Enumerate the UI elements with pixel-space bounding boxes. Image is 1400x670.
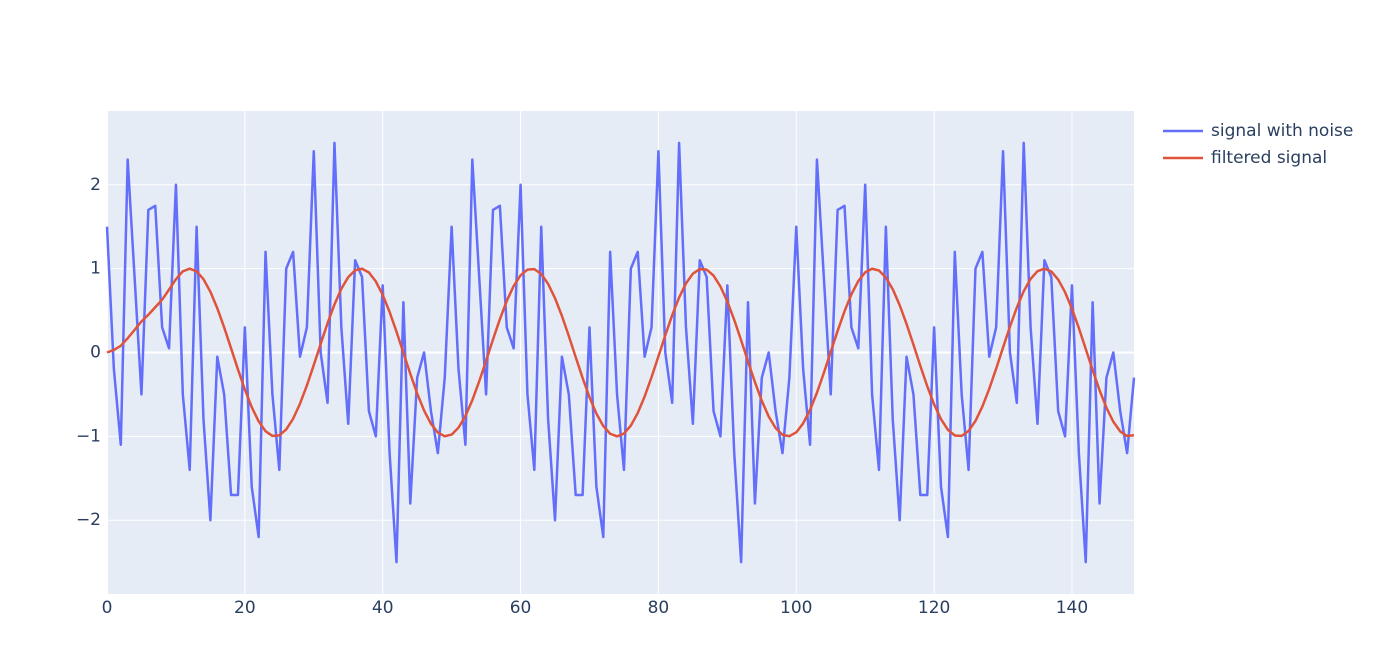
legend-label: filtered signal	[1211, 148, 1327, 168]
y-tick-label: 2	[90, 175, 101, 195]
x-tick-label: 140	[1056, 598, 1088, 618]
x-tick-label: 40	[372, 598, 394, 618]
series-line	[106, 267, 1135, 438]
x-tick-label: 120	[918, 598, 950, 618]
x-tick-label: 0	[102, 598, 113, 618]
y-tick-label: −2	[76, 510, 101, 530]
x-tick-label: 20	[234, 598, 256, 618]
x-tick-label: 80	[648, 598, 670, 618]
y-tick-label: 0	[90, 343, 101, 363]
x-tick-label: 60	[510, 598, 532, 618]
lines	[105, 141, 1136, 564]
y-tick-label: −1	[76, 426, 101, 446]
series-line	[105, 141, 1136, 564]
legend-label: signal with noise	[1211, 121, 1353, 141]
legend: signal with noise filtered signal	[1163, 121, 1353, 168]
x-tick-label: 100	[780, 598, 812, 618]
y-tick-label: 1	[90, 259, 101, 279]
